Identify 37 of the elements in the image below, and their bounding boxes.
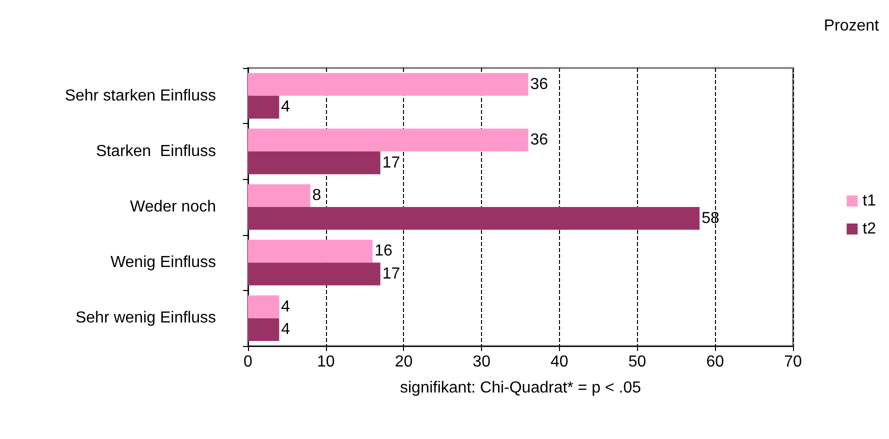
- bar: [248, 151, 380, 174]
- text: Prozent: [824, 18, 880, 34]
- data-label: 36: [530, 132, 548, 148]
- data-label: 4: [281, 98, 290, 116]
- x-tick-label: 70: [784, 354, 802, 370]
- x-tick-label: 30: [472, 354, 491, 370]
- bar: [248, 295, 280, 318]
- legend-label: t2: [862, 220, 876, 238]
- bar: [248, 240, 373, 263]
- x-tick-label: 20: [394, 354, 413, 370]
- bar: [248, 96, 280, 119]
- bar: [248, 318, 280, 341]
- x-tick-label: 60: [706, 354, 724, 370]
- data-label: 8: [312, 187, 322, 204]
- legend-label: t1: [862, 192, 876, 210]
- data-label: 17: [382, 154, 400, 172]
- bar: [248, 73, 528, 96]
- data-label: 58: [702, 210, 720, 227]
- bar: [248, 207, 700, 230]
- data-label: 16: [374, 242, 392, 260]
- data-label: 36: [530, 76, 548, 93]
- bar: [248, 262, 380, 286]
- data-label: 17: [382, 266, 400, 282]
- x-tick-label: 40: [550, 354, 568, 370]
- bar: [248, 184, 310, 207]
- x-tick-label: 10: [316, 354, 335, 370]
- y-tick-label: Sehr wenig Einfluss: [75, 310, 216, 327]
- y-tick-label: Weder noch: [130, 198, 216, 216]
- y-tick-label: Starken Einfluss: [96, 142, 216, 160]
- data-label: 4: [281, 298, 290, 316]
- x-axis-title: signifikant: Chi-Quadrat* = p < .05: [400, 380, 642, 396]
- x-tick-label: 0: [244, 354, 253, 370]
- x-tick-label: 50: [628, 354, 646, 370]
- bar: [248, 128, 528, 152]
- data-label: 4: [281, 321, 290, 338]
- y-tick-label: Wenig Einfluss: [110, 254, 216, 272]
- y-tick-label: Sehr starken Einfluss: [64, 87, 216, 104]
